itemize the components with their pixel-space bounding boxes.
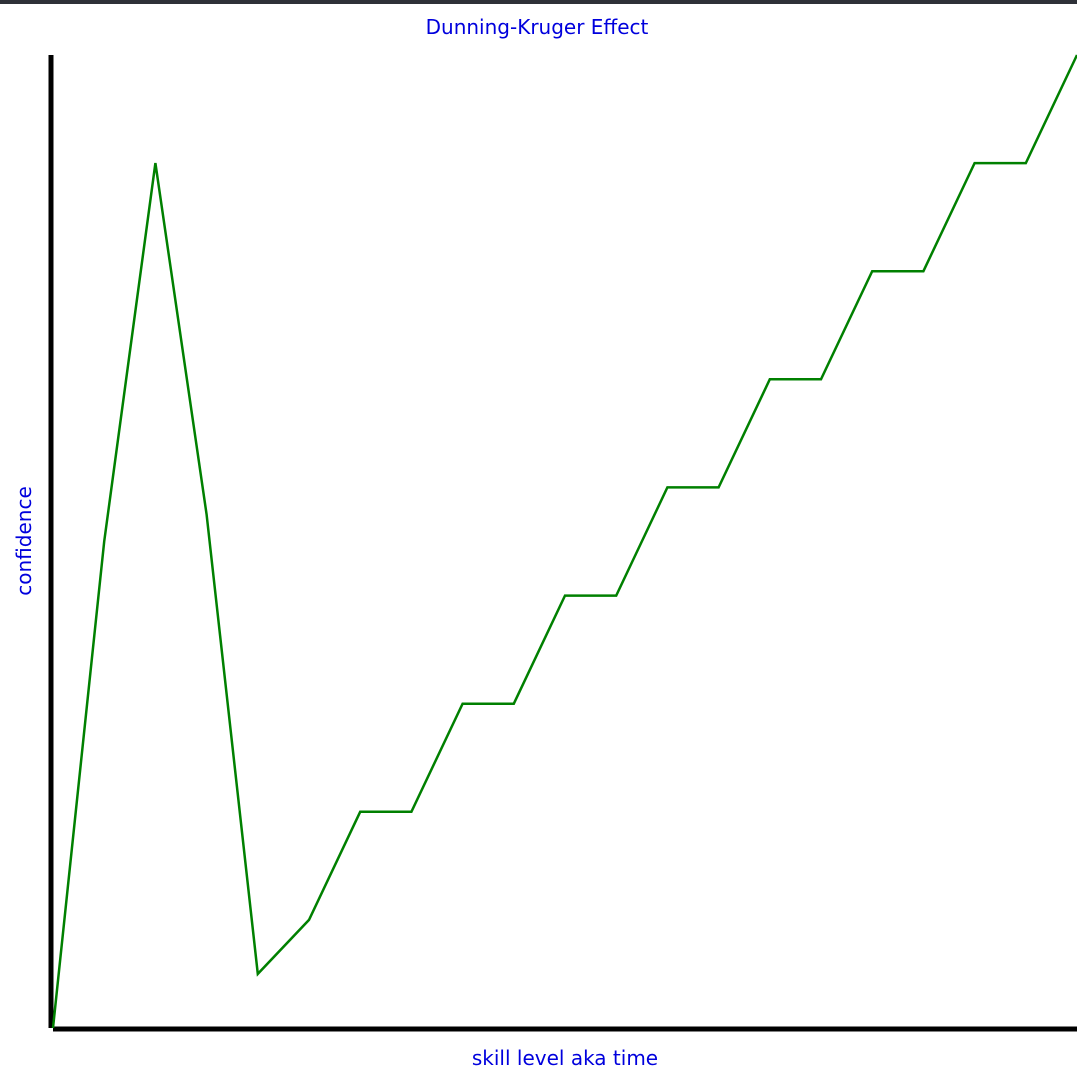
series-layer [51,54,1077,1029]
top-border-bar [0,0,1077,4]
series-line-1 [51,54,1077,1029]
y-axis-label: confidence [12,486,36,595]
x-axis-label: skill level aka time [472,1046,658,1070]
chart-title: Dunning-Kruger Effect [426,15,649,39]
